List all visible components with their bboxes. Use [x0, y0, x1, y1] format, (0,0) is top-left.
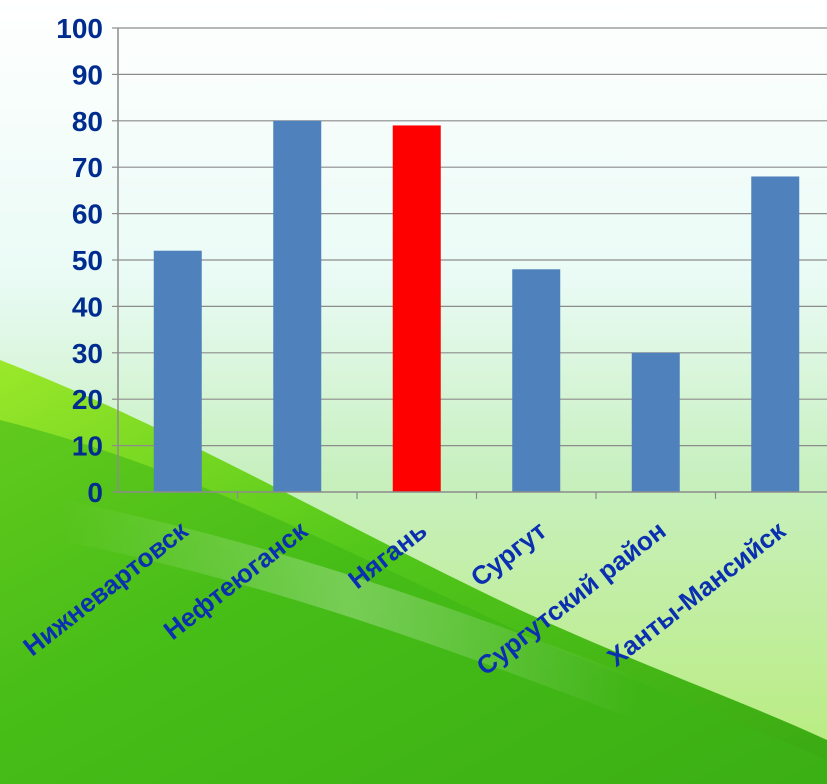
x-category-label: Нижневартовск — [17, 514, 194, 661]
y-tick-label: 70 — [72, 152, 103, 183]
gridlines — [118, 27, 827, 447]
y-tick-label: 30 — [72, 338, 103, 369]
y-tick-labels: 0 10 20 30 40 50 60 70 80 90 100 — [56, 13, 103, 508]
bar-0 — [153, 250, 202, 492]
bar-2 — [392, 125, 441, 492]
bars — [153, 120, 800, 493]
bar-1 — [273, 120, 322, 493]
bar-4 — [631, 352, 680, 492]
y-tick-label: 90 — [72, 59, 103, 90]
x-category-label: Нягань — [342, 515, 432, 595]
x-category-label: Сургут — [465, 515, 552, 592]
axes — [112, 27, 827, 499]
y-tick-label: 40 — [72, 291, 103, 322]
bar-5 — [751, 176, 800, 493]
y-tick-label: 50 — [72, 245, 103, 276]
y-tick-label: 0 — [87, 477, 103, 508]
y-tick-label: 60 — [72, 199, 103, 230]
bar-3 — [512, 269, 561, 492]
y-tick-label: 80 — [72, 106, 103, 137]
y-tick-label: 100 — [56, 13, 103, 44]
y-tick-label: 20 — [72, 384, 103, 415]
y-tick-label: 10 — [72, 431, 103, 462]
